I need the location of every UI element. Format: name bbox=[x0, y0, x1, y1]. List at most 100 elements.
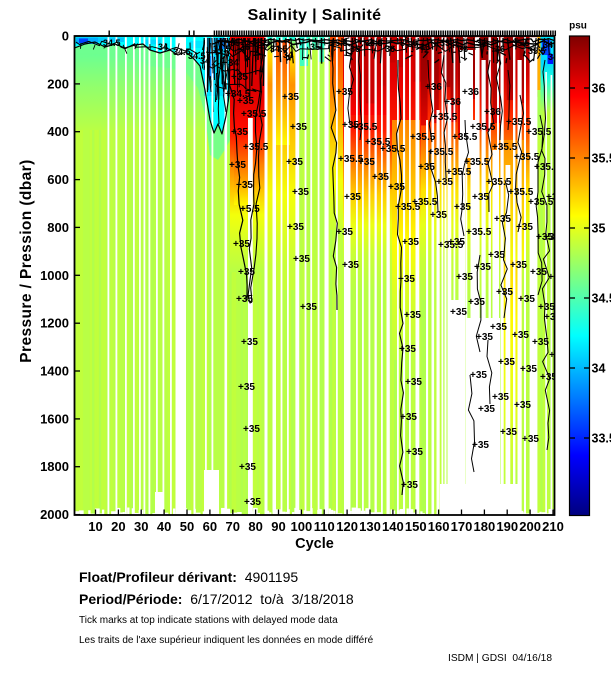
svg-text:0: 0 bbox=[62, 29, 69, 44]
svg-text:35: 35 bbox=[310, 42, 320, 52]
svg-text:+35: +35 bbox=[430, 210, 447, 221]
svg-text:+35: +35 bbox=[406, 447, 423, 458]
svg-text:+35: +35 bbox=[293, 254, 310, 265]
svg-text:36: 36 bbox=[350, 44, 360, 54]
svg-text:+35: +35 bbox=[344, 192, 361, 203]
svg-text:+35: +35 bbox=[530, 267, 547, 278]
svg-text:Tick marks at top indicate sta: Tick marks at top indicate stations with… bbox=[79, 615, 338, 626]
svg-text:+35: +35 bbox=[401, 480, 418, 491]
svg-text:+35: +35 bbox=[241, 337, 258, 348]
svg-text:20: 20 bbox=[111, 519, 125, 534]
svg-text:+35.5: +35.5 bbox=[243, 142, 269, 153]
svg-text:+35: +35 bbox=[478, 404, 495, 415]
svg-text:+35.5: +35.5 bbox=[432, 112, 458, 123]
svg-text:+36: +36 bbox=[444, 97, 461, 108]
svg-text:10: 10 bbox=[88, 519, 102, 534]
svg-text:210: 210 bbox=[542, 519, 564, 534]
svg-text:35.5: 35.5 bbox=[252, 38, 270, 48]
svg-text:+35: +35 bbox=[243, 424, 260, 435]
svg-text:34.5: 34.5 bbox=[213, 44, 231, 54]
svg-text:36: 36 bbox=[495, 44, 505, 54]
svg-text:90: 90 bbox=[271, 519, 285, 534]
svg-text:+35: +35 bbox=[358, 157, 375, 168]
svg-text:+35: +35 bbox=[336, 87, 353, 98]
svg-text:+35: +35 bbox=[492, 392, 509, 403]
svg-text:180: 180 bbox=[474, 519, 496, 534]
svg-text:140: 140 bbox=[382, 519, 404, 534]
svg-text:35.5: 35.5 bbox=[440, 38, 458, 48]
svg-text:1400: 1400 bbox=[40, 364, 69, 379]
svg-text:34: 34 bbox=[200, 56, 210, 66]
svg-text:36: 36 bbox=[240, 42, 250, 52]
svg-text:+35: +35 bbox=[518, 294, 535, 305]
svg-text:+35: +35 bbox=[500, 427, 517, 438]
svg-text:36: 36 bbox=[385, 44, 395, 54]
svg-text:+35: +35 bbox=[418, 162, 435, 173]
svg-text:200: 200 bbox=[47, 76, 69, 91]
svg-text:34.5: 34.5 bbox=[103, 38, 121, 48]
svg-text:+35: +35 bbox=[236, 180, 253, 191]
svg-text:34: 34 bbox=[543, 40, 553, 50]
svg-text:34: 34 bbox=[283, 50, 293, 60]
svg-text:Float/Profileur dérivant: 490: Float/Profileur dérivant: 4901195 bbox=[79, 569, 298, 585]
svg-text:+35: +35 bbox=[290, 122, 307, 133]
svg-text:+35: +35 bbox=[456, 272, 473, 283]
svg-text:+35: +35 bbox=[490, 322, 507, 333]
svg-text:+35: +35 bbox=[498, 357, 515, 368]
svg-text:+35: +35 bbox=[237, 96, 254, 107]
svg-text:190: 190 bbox=[496, 519, 518, 534]
svg-text:+35: +35 bbox=[510, 260, 527, 271]
svg-text:600: 600 bbox=[47, 172, 69, 187]
svg-text:Pressure / Pression (dbar): Pressure / Pression (dbar) bbox=[18, 159, 35, 362]
svg-text:+35: +35 bbox=[532, 337, 549, 348]
svg-text:Period/Période: 6/17/2012 to: Period/Période: 6/17/2012 to/à 3/18/2018 bbox=[79, 591, 354, 607]
svg-text:+35: +35 bbox=[231, 127, 248, 138]
svg-text:+35: +35 bbox=[472, 192, 489, 203]
svg-text:psu: psu bbox=[569, 21, 587, 32]
svg-text:+5.5: +5.5 bbox=[240, 204, 260, 215]
svg-text:+35: +35 bbox=[516, 222, 533, 233]
svg-text:+35.5: +35.5 bbox=[464, 157, 490, 168]
svg-text:+35: +35 bbox=[239, 462, 256, 473]
svg-text:100: 100 bbox=[291, 519, 313, 534]
svg-text:+35: +35 bbox=[238, 267, 255, 278]
svg-text:+35.5: +35.5 bbox=[452, 132, 478, 143]
svg-text:+35: +35 bbox=[388, 182, 405, 193]
svg-text:+35.5: +35.5 bbox=[380, 144, 406, 155]
svg-text:70: 70 bbox=[226, 519, 240, 534]
svg-text:34: 34 bbox=[592, 362, 606, 376]
svg-text:+35: +35 bbox=[244, 497, 261, 508]
svg-text:+35: +35 bbox=[512, 330, 529, 341]
svg-text:110: 110 bbox=[314, 519, 335, 534]
svg-text:+35.5: +35.5 bbox=[470, 122, 496, 133]
svg-text:36: 36 bbox=[458, 44, 468, 54]
svg-text:+35: +35 bbox=[405, 377, 422, 388]
svg-text:+35: +35 bbox=[229, 160, 246, 171]
svg-text:1200: 1200 bbox=[40, 316, 69, 331]
svg-text:+35.5: +35.5 bbox=[352, 122, 378, 133]
svg-text:+35.5: +35.5 bbox=[428, 147, 454, 158]
svg-text:+35: +35 bbox=[233, 239, 250, 250]
svg-text:35.5: 35.5 bbox=[592, 152, 611, 166]
svg-text:34.5: 34.5 bbox=[592, 292, 611, 306]
svg-text:+35: +35 bbox=[400, 412, 417, 423]
svg-text:160: 160 bbox=[428, 519, 450, 534]
svg-text:+35: +35 bbox=[287, 222, 304, 233]
svg-text:+35: +35 bbox=[474, 262, 491, 273]
svg-text:+35: +35 bbox=[342, 260, 359, 271]
svg-text:1800: 1800 bbox=[40, 459, 69, 474]
svg-text:+35: +35 bbox=[238, 382, 255, 393]
svg-text:+36: +36 bbox=[462, 87, 479, 98]
svg-text:40: 40 bbox=[157, 519, 171, 534]
svg-text:+35: +35 bbox=[286, 157, 303, 168]
svg-text:60: 60 bbox=[203, 519, 217, 534]
svg-text:+35.5: +35.5 bbox=[410, 132, 436, 143]
svg-text:36: 36 bbox=[420, 42, 430, 52]
svg-text:35.5: 35.5 bbox=[400, 38, 418, 48]
svg-text:+35: +35 bbox=[514, 400, 531, 411]
svg-text:+35: +35 bbox=[404, 310, 421, 321]
svg-text:Cycle: Cycle bbox=[295, 536, 334, 552]
svg-text:+35: +35 bbox=[436, 177, 453, 188]
svg-text:ISDM | GDSI 04/16/18: ISDM | GDSI 04/16/18 bbox=[448, 653, 552, 664]
svg-text:80: 80 bbox=[248, 519, 262, 534]
